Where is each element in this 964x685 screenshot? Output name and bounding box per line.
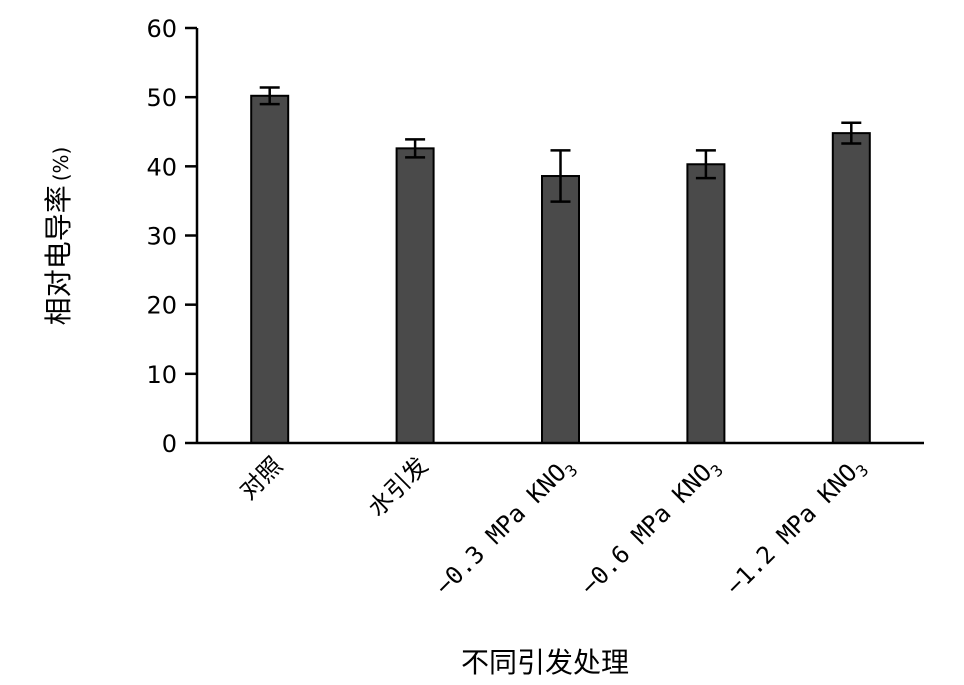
x-tick-label: −0.6 MPa KNO3: [575, 451, 727, 603]
bar: [395, 147, 435, 444]
x-tick-label-main: −1.2 MPa KNO: [720, 458, 862, 600]
y-tick-label: 50: [146, 84, 177, 112]
y-tick-label: 40: [146, 153, 177, 181]
y-tick-label: 10: [146, 361, 177, 389]
x-tick-label-main: 水引发: [363, 451, 434, 522]
y-tick-label: 60: [146, 15, 177, 43]
x-tick-label-main: 对照: [234, 451, 288, 505]
x-tick-label: 水引发: [363, 451, 434, 522]
y-axis-title: 相对电导率 (%): [42, 147, 75, 326]
x-tick-label-main: −0.3 MPa KNO: [430, 458, 572, 600]
y-axis-title-group: 相对电导率 (%): [42, 147, 75, 326]
y-tick-label: 0: [162, 430, 177, 458]
bar: [541, 175, 580, 444]
bar: [831, 132, 871, 444]
x-tick-label: −0.3 MPa KNO3: [430, 451, 582, 603]
bar: [250, 94, 290, 445]
y-tick-label: 20: [146, 292, 177, 320]
y-axis-title-unit: (%): [49, 147, 73, 182]
y-axis-title-text: 相对电导率: [42, 185, 75, 325]
error-bars: [259, 86, 862, 203]
x-tick-label: 对照: [234, 451, 288, 505]
x-axis: 对照 水引发−0.3 MPa KNO3−0.6 MPa KNO3−1.2 MPa …: [197, 441, 924, 603]
y-axis: 0 10 20 30 40 50 60: [146, 15, 199, 458]
x-tick-label: −1.2 MPa KNO3: [720, 451, 872, 603]
y-tick-label: 30: [146, 223, 177, 251]
x-tick-label-main: −0.6 MPa KNO: [575, 458, 717, 600]
bar: [686, 163, 726, 444]
x-axis-title: 不同引发处理: [461, 646, 629, 679]
bars: [250, 94, 871, 445]
